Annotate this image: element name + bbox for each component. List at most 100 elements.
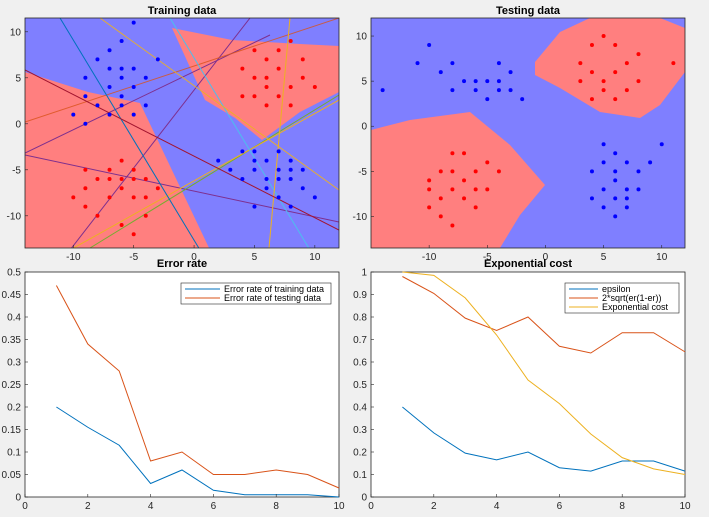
data-point-blue [288, 158, 293, 163]
exponential-cost-lines [402, 271, 686, 475]
data-point-red [613, 97, 618, 102]
data-point-red [473, 205, 478, 210]
data-point-red [300, 57, 305, 62]
data-point-red [438, 169, 443, 174]
data-point-blue [450, 88, 455, 93]
data-point-blue [83, 75, 88, 80]
training-decision-regions [25, 18, 339, 248]
data-point-red [252, 75, 257, 80]
data-point-blue [508, 88, 513, 93]
data-point-blue [624, 160, 629, 165]
data-point-red [601, 88, 606, 93]
y-tick-label: 0 [361, 493, 367, 504]
data-point-blue [613, 214, 618, 219]
data-point-red [450, 223, 455, 228]
data-point-red [473, 187, 478, 192]
data-point-blue [71, 112, 76, 117]
data-point-blue [601, 205, 606, 210]
data-point-blue [636, 169, 641, 174]
y-tick-label: -10 [7, 211, 22, 222]
data-point-blue [496, 61, 501, 66]
data-point-blue [462, 79, 467, 84]
data-point-blue [131, 85, 136, 89]
data-point-red [312, 85, 317, 89]
data-point-red [143, 213, 148, 218]
data-point-blue [288, 167, 293, 172]
data-point-red [276, 48, 281, 53]
data-point-red [578, 79, 583, 84]
data-point-blue [252, 167, 257, 172]
data-point-blue [276, 195, 281, 200]
data-point-blue [613, 196, 618, 201]
data-point-blue [473, 79, 478, 84]
data-point-blue [473, 88, 478, 93]
y-tick-label: 0.5 [353, 380, 367, 391]
x-tick-label: 2 [431, 501, 437, 512]
exponential-cost-legend: epsilon 2*sqrt(er(1-er)) Exponential cos… [564, 282, 680, 314]
data-point-red [131, 177, 136, 181]
y-tick-label: 0.35 [2, 335, 22, 346]
series-line [402, 276, 686, 354]
y-tick-label: 0.2 [7, 403, 21, 414]
y-tick-label: 0 [361, 122, 367, 133]
data-point-blue [276, 167, 281, 172]
data-point-blue [119, 103, 124, 108]
data-point-blue [107, 112, 112, 117]
testing-axis-ticks: -10 -5 0 5 10 -10 -5 0 5 10 [353, 32, 668, 263]
data-point-blue [119, 66, 124, 71]
data-point-blue [589, 196, 594, 201]
data-point-red [264, 85, 269, 89]
x-tick-label: 8 [273, 501, 279, 512]
data-point-red [252, 48, 257, 53]
y-tick-label: 0.3 [7, 358, 21, 369]
y-tick-label: 0.05 [2, 470, 22, 481]
data-point-blue [264, 177, 269, 181]
y-tick-label: -5 [358, 167, 367, 178]
training-data-panel: Training data -10 -5 0 5 10 -10 -5 0 5 10 [7, 5, 340, 263]
data-point-red [155, 186, 160, 191]
data-point-red [589, 70, 594, 75]
data-point-red [119, 177, 124, 181]
data-point-red [636, 52, 641, 57]
series-line [56, 406, 340, 498]
data-point-red [83, 186, 88, 191]
error-rate-title: Error rate [157, 258, 207, 270]
y-tick-label: 10 [10, 27, 22, 38]
data-point-red [240, 94, 245, 99]
data-point-red [107, 167, 112, 172]
data-point-red [496, 169, 501, 174]
data-point-red [589, 97, 594, 102]
series-line [55, 285, 340, 489]
data-point-red [485, 160, 490, 165]
data-point-red [613, 43, 618, 48]
y-tick-label: -5 [12, 165, 21, 176]
y-tick-label: 0.45 [2, 290, 22, 301]
data-point-red [107, 195, 112, 200]
y-tick-label: 0.4 [353, 403, 367, 414]
data-point-red [83, 204, 88, 209]
data-point-red [427, 187, 432, 192]
data-point-red [276, 94, 281, 99]
testing-title: Testing data [496, 5, 561, 17]
x-tick-label: -10 [422, 252, 437, 263]
data-point-blue [131, 66, 136, 71]
data-point-red [288, 39, 293, 43]
x-tick-label: 10 [333, 501, 345, 512]
training-axis-ticks: -10 -5 0 5 10 -10 -5 0 5 10 [7, 27, 321, 263]
data-point-blue [601, 187, 606, 192]
data-point-blue [601, 160, 606, 165]
data-point-blue [613, 151, 618, 156]
data-point-blue [143, 103, 148, 108]
data-point-red [462, 196, 467, 201]
data-point-blue [624, 196, 629, 201]
data-point-red [438, 214, 443, 219]
data-point-red [462, 151, 467, 156]
legend-label-training: Error rate of training data [224, 284, 324, 294]
y-tick-label: 0.5 [7, 268, 21, 279]
data-point-blue [240, 149, 245, 154]
data-point-red [589, 43, 594, 48]
x-tick-label: -5 [483, 252, 492, 263]
y-tick-label: 0.9 [353, 290, 367, 301]
data-point-blue [252, 149, 257, 154]
data-point-blue [496, 88, 501, 93]
